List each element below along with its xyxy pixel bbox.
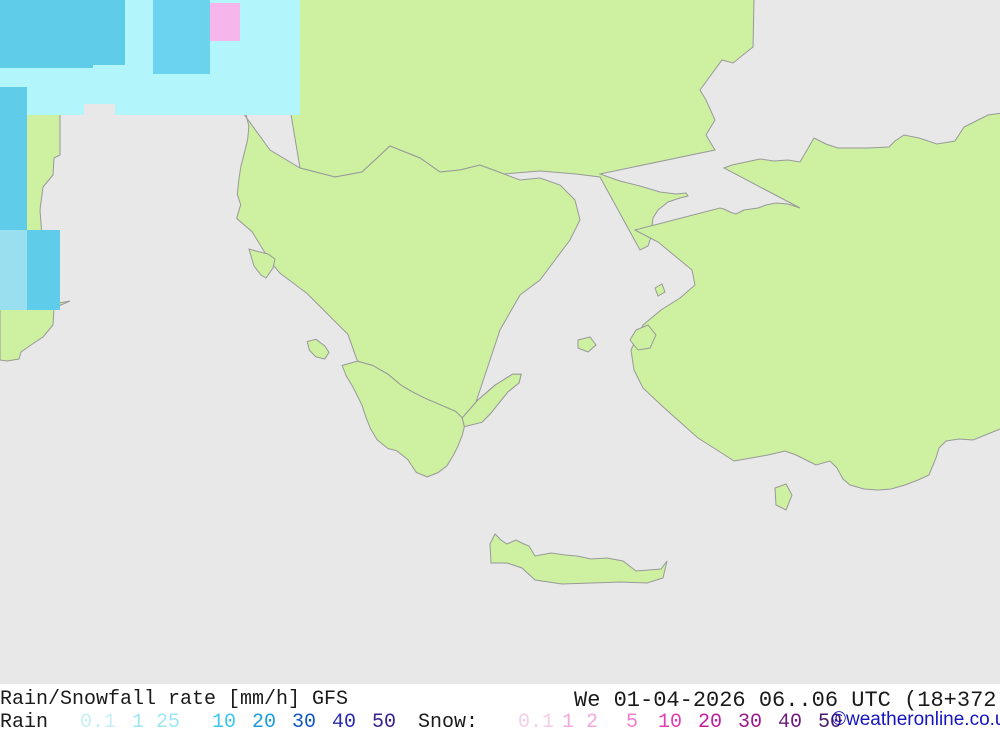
svg-text:Rain/Snowfall rate [mm/h] G: Rain/Snowfall rate [mm/h] GFS bbox=[0, 688, 348, 711]
svg-text:Snow:: Snow: bbox=[418, 711, 478, 733]
svg-text:2: 2 bbox=[586, 711, 598, 733]
svg-text:10: 10 bbox=[658, 711, 682, 733]
svg-text:5: 5 bbox=[626, 711, 638, 733]
svg-text:©weatheronline.co.uk: ©weatheronline.co.uk bbox=[832, 709, 1000, 730]
svg-text:1: 1 bbox=[562, 711, 574, 733]
svg-text:10: 10 bbox=[212, 711, 236, 733]
svg-text:25: 25 bbox=[156, 711, 180, 733]
svg-text:20: 20 bbox=[698, 711, 722, 733]
svg-text:30: 30 bbox=[292, 711, 316, 733]
svg-text:50: 50 bbox=[372, 711, 396, 733]
svg-text:40: 40 bbox=[332, 711, 356, 733]
svg-text:30: 30 bbox=[738, 711, 762, 733]
svg-text:40: 40 bbox=[778, 711, 802, 733]
svg-text:0.1: 0.1 bbox=[80, 711, 116, 733]
svg-text:Rain: Rain bbox=[0, 711, 48, 733]
svg-text:0.1: 0.1 bbox=[518, 711, 554, 733]
svg-text:1: 1 bbox=[132, 711, 144, 733]
svg-text:20: 20 bbox=[252, 711, 276, 733]
